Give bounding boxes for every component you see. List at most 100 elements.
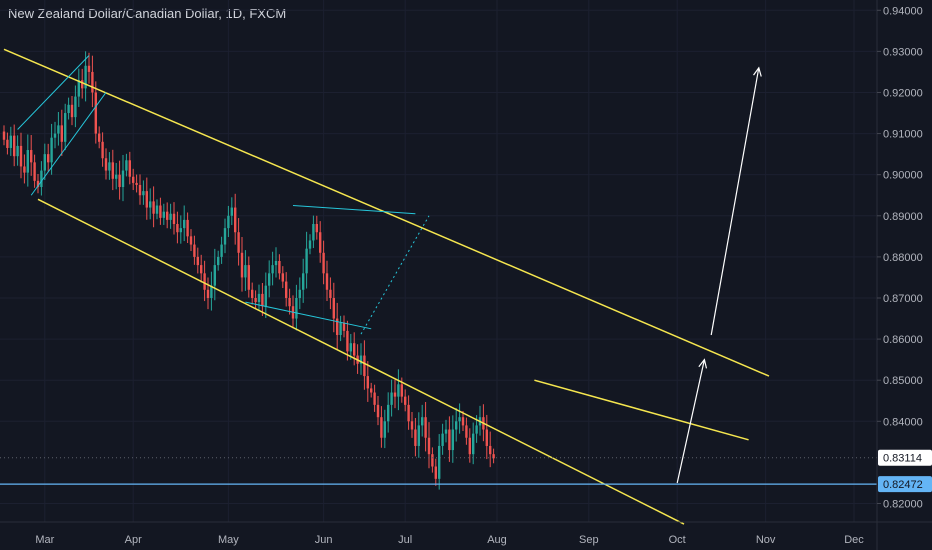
candle	[101, 132, 104, 167]
candle	[43, 143, 46, 181]
candle	[421, 404, 424, 437]
candle-body	[206, 289, 210, 298]
candle-body	[390, 392, 393, 405]
candle-body	[325, 273, 329, 290]
candle-body	[312, 224, 315, 241]
candle	[339, 315, 342, 342]
candle	[94, 81, 97, 144]
candle	[407, 395, 410, 430]
candle	[16, 135, 19, 166]
candle-body	[189, 236, 193, 245]
candle-body	[13, 135, 16, 157]
candle	[322, 240, 325, 285]
candle	[104, 148, 108, 180]
candle	[397, 369, 400, 411]
candle	[196, 247, 199, 274]
candle	[359, 343, 363, 375]
candle-body	[380, 417, 383, 438]
candle	[295, 284, 298, 331]
candle	[315, 215, 318, 240]
candle-body	[53, 133, 57, 138]
candle-body	[132, 176, 135, 183]
candle-body	[101, 141, 104, 159]
candle	[434, 458, 437, 486]
candle	[227, 205, 230, 237]
candle	[128, 151, 131, 185]
candle	[342, 315, 346, 338]
arrow-big-icon-head	[753, 66, 762, 77]
candle-body	[475, 425, 478, 434]
candle-body	[26, 150, 29, 173]
arrow-big-icon-shaft	[710, 67, 760, 336]
candle-body	[329, 289, 332, 298]
x-tick-label: May	[218, 534, 239, 546]
candle	[9, 126, 12, 156]
candle-body	[50, 137, 53, 163]
candle-body	[363, 355, 366, 377]
candle-body	[60, 125, 63, 142]
candle-body	[441, 433, 444, 446]
candle-body	[43, 154, 46, 171]
candle	[485, 414, 488, 460]
candle	[2, 125, 6, 146]
candle	[176, 211, 179, 244]
spike-wedge-lower-line	[30, 92, 107, 196]
y-tick-label: 0.82000	[883, 499, 923, 511]
candle	[302, 258, 305, 303]
candle	[57, 112, 60, 146]
candle-body	[254, 297, 257, 303]
candle	[465, 417, 468, 445]
candle	[468, 428, 471, 463]
candle	[461, 411, 465, 431]
candle	[380, 406, 383, 448]
candle	[67, 97, 70, 120]
candle	[329, 277, 332, 310]
candle	[169, 203, 172, 229]
candle	[19, 132, 23, 179]
candle-body	[427, 437, 431, 455]
x-tick-label: Jun	[315, 534, 333, 546]
candle-body	[142, 191, 145, 196]
candle	[213, 248, 216, 301]
chart-title: New Zealand Dollar/Canadian Dollar, 1D, …	[8, 6, 287, 21]
candle-body	[183, 219, 186, 229]
candle	[281, 266, 284, 289]
candle	[257, 284, 261, 311]
candle-body	[87, 65, 91, 72]
candle	[60, 109, 63, 156]
candle	[240, 236, 244, 292]
candle	[6, 132, 9, 155]
candle-body	[70, 104, 74, 118]
candle-body	[468, 437, 471, 455]
candle	[223, 218, 227, 254]
candle-body	[234, 207, 237, 233]
candle-body	[213, 265, 216, 286]
candle	[193, 235, 196, 265]
candle-body	[33, 162, 36, 181]
support-level-tag	[878, 476, 932, 493]
candle	[203, 260, 206, 302]
candle-body	[492, 454, 495, 459]
candle	[438, 434, 441, 490]
candle	[142, 180, 145, 205]
candle-body	[285, 281, 288, 298]
candle	[162, 203, 165, 225]
candle-body	[237, 232, 240, 253]
candle	[40, 161, 43, 196]
candle-body	[230, 207, 233, 216]
candle	[152, 186, 155, 228]
arrow-small-icon	[676, 358, 708, 484]
candle-body	[274, 261, 278, 266]
candle	[414, 418, 417, 457]
candle	[53, 121, 57, 149]
candle-body	[383, 421, 386, 438]
candle-body	[451, 429, 454, 451]
candle	[26, 134, 29, 187]
candle-body	[193, 244, 196, 257]
x-tick-label: Apr	[125, 534, 142, 546]
drawings	[0, 48, 877, 525]
candle	[254, 290, 257, 309]
x-tick-label: Oct	[669, 534, 686, 546]
candle-body	[302, 273, 305, 290]
